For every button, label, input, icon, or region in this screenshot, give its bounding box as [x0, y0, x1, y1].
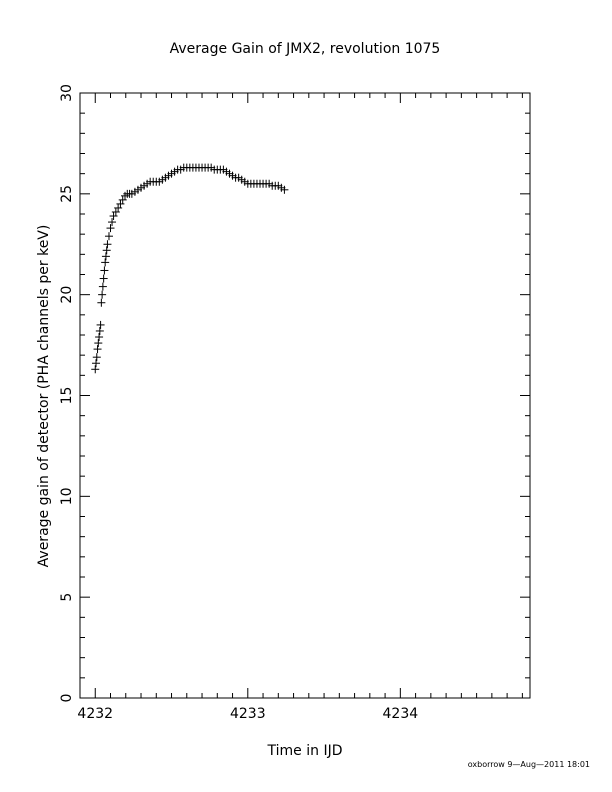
- y-tick-label: 15: [59, 387, 75, 405]
- data-point: [116, 199, 125, 208]
- x-tick-label: 4234: [383, 706, 419, 722]
- data-point: [97, 298, 106, 307]
- data-point: [100, 266, 109, 275]
- data-point: [93, 345, 102, 354]
- y-tick-label: 20: [59, 286, 75, 304]
- y-tick-label: 0: [59, 694, 75, 703]
- data-point: [106, 224, 115, 233]
- y-tick-label: 10: [59, 487, 75, 505]
- data-point: [98, 282, 107, 291]
- axis-ticks: [79, 92, 530, 699]
- data-point: [91, 365, 100, 374]
- data-point: [96, 320, 105, 329]
- data-point: [95, 333, 104, 342]
- y-tick-label: 30: [59, 84, 75, 102]
- data-point: [98, 290, 107, 299]
- data-point: [121, 191, 129, 200]
- data-point: [118, 195, 127, 204]
- data-points: [91, 163, 289, 374]
- data-point: [280, 185, 289, 194]
- data-point: [114, 203, 123, 212]
- y-tick-label: 5: [59, 593, 75, 602]
- data-point: [99, 274, 108, 283]
- chart-title: Average Gain of JMX2, revolution 1075: [170, 41, 441, 57]
- data-point: [103, 240, 112, 249]
- data-point: [94, 339, 103, 348]
- data-point: [95, 326, 104, 335]
- data-point: [109, 212, 118, 221]
- data-point: [92, 353, 101, 362]
- data-point: [102, 246, 111, 255]
- y-tick-label: 25: [59, 185, 75, 203]
- data-point: [92, 359, 101, 368]
- y-axis-label: Average gain of detector (PHA channels p…: [36, 225, 52, 568]
- data-point: [101, 258, 110, 267]
- data-point: [108, 218, 117, 227]
- data-point: [101, 252, 110, 261]
- axis-tick-labels: 0 5 10 15 20 25 30 4232 4233 4234: [59, 84, 418, 722]
- x-tick-label: 4233: [230, 706, 266, 722]
- data-point: [111, 207, 120, 216]
- x-tick-label: 4232: [77, 706, 113, 722]
- x-axis-label: Time in IJD: [267, 743, 343, 759]
- footer-credit: oxborrow 9—Aug—2011 18:01: [467, 760, 590, 769]
- data-point: [104, 232, 113, 241]
